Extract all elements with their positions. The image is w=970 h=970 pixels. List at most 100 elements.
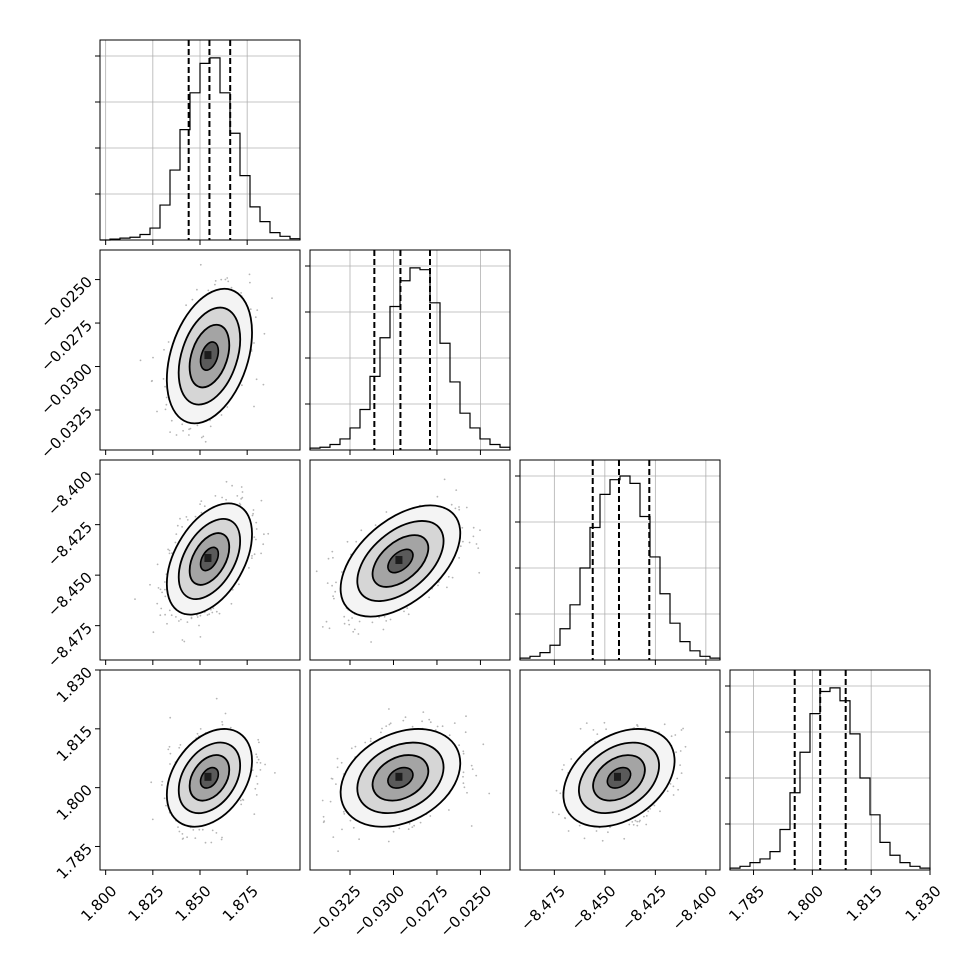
sample-point	[168, 609, 171, 612]
sample-point	[257, 758, 260, 761]
sample-point	[254, 316, 257, 319]
sample-point	[198, 828, 201, 831]
sample-point	[321, 799, 324, 802]
sample-point	[220, 838, 223, 841]
sample-point	[161, 591, 163, 594]
sample-point	[262, 383, 265, 386]
sample-point	[226, 406, 229, 408]
sample-point	[407, 828, 410, 830]
sample-point	[578, 824, 581, 827]
sample-point	[185, 516, 188, 518]
sample-point	[351, 617, 353, 619]
sample-point	[447, 575, 450, 578]
sample-point	[669, 783, 672, 785]
sample-point	[381, 727, 383, 730]
sample-point	[139, 359, 142, 362]
panel-3-1-frame	[309, 669, 511, 871]
sample-point	[168, 745, 171, 748]
sample-point	[382, 628, 385, 631]
sample-point	[458, 506, 460, 508]
sample-point	[253, 813, 256, 815]
sample-point	[191, 298, 194, 301]
sample-point	[446, 586, 448, 589]
sample-point	[196, 732, 199, 735]
sample-point	[455, 489, 458, 491]
sample-point	[189, 427, 192, 430]
sample-point	[462, 782, 465, 785]
sample-point	[206, 614, 209, 616]
sample-point	[322, 815, 325, 818]
hist-1-frame	[309, 249, 511, 451]
sample-point	[218, 612, 221, 615]
sample-point	[674, 734, 677, 736]
sample-point	[470, 825, 473, 827]
sample-point	[159, 588, 162, 591]
sample-point	[555, 789, 558, 792]
sample-point	[178, 746, 181, 749]
sample-point	[343, 622, 346, 625]
sample-point	[150, 781, 153, 784]
sample-point	[675, 751, 677, 754]
sample-point	[332, 556, 334, 559]
sample-point	[231, 484, 234, 487]
sample-point	[350, 747, 353, 750]
ytick-label-row3-3: 1.785	[53, 840, 96, 883]
sample-point	[348, 623, 351, 626]
sample-point	[579, 727, 582, 730]
sample-point	[385, 620, 388, 622]
sample-point	[680, 772, 683, 774]
sample-point	[333, 597, 335, 600]
sample-point	[653, 804, 656, 807]
sample-point	[164, 595, 167, 598]
sample-point	[583, 837, 586, 840]
sample-point	[441, 725, 444, 728]
xtick-label-col3-1: 1.800	[784, 882, 827, 925]
sample-point	[249, 281, 251, 284]
sample-point	[472, 526, 475, 529]
sample-point	[169, 431, 171, 433]
sample-point	[315, 570, 318, 573]
sample-point	[388, 723, 391, 726]
sample-point	[260, 499, 263, 502]
sample-point	[241, 496, 244, 499]
sample-point	[194, 515, 197, 518]
sample-point	[479, 529, 481, 532]
sample-point	[462, 752, 465, 755]
sample-point	[347, 619, 350, 622]
sample-point	[240, 292, 243, 294]
sample-point	[251, 557, 253, 559]
sample-point	[175, 434, 178, 436]
density-panel-1-0	[95, 249, 301, 455]
sample-point	[419, 821, 422, 824]
sample-point	[255, 753, 258, 756]
sample-point	[428, 718, 431, 721]
sample-point	[385, 511, 388, 513]
sample-point	[680, 729, 683, 731]
hist-0-steps	[100, 57, 301, 241]
sample-point	[643, 815, 645, 818]
sample-point	[183, 640, 186, 643]
ytick-label-row2-0: −8.400	[44, 467, 96, 519]
sample-point	[215, 610, 218, 613]
hist-3-frame	[729, 669, 931, 871]
sample-point	[563, 764, 565, 766]
sample-point	[411, 826, 414, 828]
sample-point	[465, 715, 467, 718]
sample-point	[259, 762, 262, 764]
sample-point	[326, 582, 329, 584]
sample-point	[407, 613, 410, 616]
sample-point	[253, 536, 256, 538]
sample-point	[238, 583, 240, 586]
sample-point	[436, 495, 439, 498]
sample-point	[165, 804, 167, 807]
sample-point	[185, 304, 187, 307]
sample-point	[327, 557, 330, 560]
sample-point	[321, 626, 324, 628]
sample-point	[161, 780, 164, 783]
sample-point	[241, 798, 244, 801]
sample-point	[239, 503, 242, 506]
sample-point	[199, 728, 202, 730]
sample-point	[682, 727, 684, 730]
sample-point	[174, 541, 177, 544]
